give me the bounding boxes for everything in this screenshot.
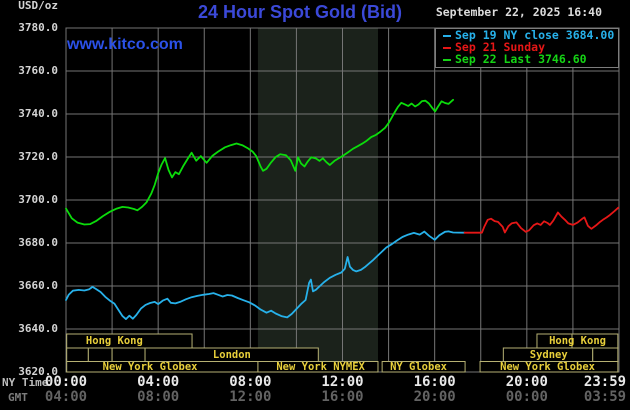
x-tick-ny-time: 04:00: [137, 374, 180, 390]
session-label: Hong Kong: [549, 334, 606, 347]
chart-title: 24 Hour Spot Gold (Bid): [198, 2, 402, 22]
y-tick-label: 3700.0: [18, 192, 58, 206]
y-tick-label: 3680.0: [18, 235, 58, 249]
gmt-axis-label: GMT: [8, 391, 28, 404]
x-tick-ny-time: 00:00: [44, 374, 88, 390]
kitco-watermark-link[interactable]: www.kitco.com: [67, 36, 183, 53]
y-axis-unit-label: USD/oz: [18, 0, 58, 12]
ny-time-axis-label: NY Time: [2, 376, 49, 389]
y-tick-label: 3740.0: [18, 106, 58, 120]
y-tick-label: 3760.0: [18, 63, 58, 77]
y-tick-label: 3620.0: [18, 364, 58, 378]
session-label: Hong Kong: [85, 334, 143, 347]
y-tick-label: 3640.0: [18, 321, 58, 335]
x-tick-gmt: 16:00: [321, 389, 364, 405]
legend-entry-label: Sep 19 NY close 3684.00: [455, 28, 615, 43]
x-tick-gmt: 20:00: [413, 389, 456, 405]
y-tick-label: 3720.0: [18, 149, 58, 163]
session-cell: [479, 361, 619, 373]
session-cell: [257, 361, 379, 373]
session-cell: [87, 347, 113, 362]
session-label: New York NYMEX: [276, 360, 365, 373]
session-label: New York Globex: [500, 360, 595, 373]
legend-dash-icon: [443, 35, 451, 37]
y-tick-label: 3660.0: [18, 278, 58, 292]
chart-datetime: September 22, 2025 16:40: [435, 5, 602, 19]
x-tick-ny-time: 20:00: [505, 374, 548, 390]
legend-dash-icon: [443, 59, 451, 61]
legend-row: Sep 19 NY close 3684.00: [443, 30, 614, 42]
price-line-sep-22-last: [65, 98, 455, 226]
x-tick-ny-time: 16:00: [413, 374, 456, 390]
session-label: NY Globex: [390, 360, 447, 373]
price-line-sep-21-sunday: [463, 206, 620, 234]
price-line-sep-19-ny-close: [65, 230, 466, 321]
legend-row: Sep 22 Last 3746.60: [443, 54, 587, 66]
session-label: New York Globex: [102, 360, 198, 373]
x-tick-gmt: 08:00: [137, 389, 180, 405]
session-cell: [111, 347, 146, 362]
legend-dash-icon: [443, 47, 451, 49]
x-tick-gmt: 03:59: [583, 389, 627, 405]
x-tick-ny-time: 12:00: [321, 374, 364, 390]
session-cell: [381, 361, 466, 373]
x-tick-gmt: 04:00: [44, 389, 88, 405]
x-tick-ny-time: 08:00: [229, 374, 272, 390]
legend-entry-label: Sep 22 Last 3746.60: [455, 52, 587, 67]
session-cell: [66, 347, 89, 362]
legend-entry-label: Sep 21 Sunday: [455, 40, 546, 55]
session-label: London: [212, 348, 251, 361]
x-tick-ny-time: 23:59: [583, 374, 627, 390]
legend-row: Sep 21 Sunday: [443, 42, 545, 54]
x-tick-gmt: 12:00: [229, 389, 272, 405]
x-tick-gmt: 00:00: [505, 389, 548, 405]
session-label: Sydney: [529, 348, 568, 361]
legend-box: [435, 28, 619, 68]
y-tick-label: 3780.0: [18, 20, 58, 34]
